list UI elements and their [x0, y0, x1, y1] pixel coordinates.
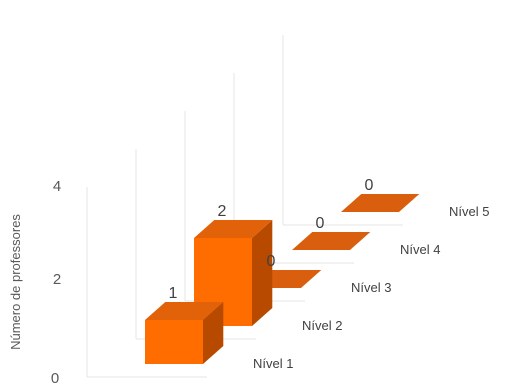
category-label-1: Nível 1	[253, 356, 293, 371]
data-label-5: 0	[365, 177, 374, 194]
bar-side	[203, 302, 224, 364]
chart-labels: 0 2 4 Número de professores 0 Nível 5 0 Nív…	[8, 177, 489, 385]
bar-top	[145, 302, 224, 320]
bar-flat	[292, 232, 371, 250]
bar-front	[145, 320, 203, 364]
bar-flat	[341, 194, 420, 212]
y-axis-label: Número de professores	[8, 214, 23, 350]
category-label-3: Nível 3	[351, 280, 391, 295]
y-tick-2: 2	[53, 271, 61, 288]
data-label-4: 0	[316, 215, 325, 232]
bar-1	[145, 302, 224, 364]
bar-4	[292, 232, 371, 250]
category-label-4: Nível 4	[400, 242, 440, 257]
y-tick-4: 4	[53, 178, 61, 195]
bar-5	[341, 194, 420, 212]
chart-marks	[145, 194, 420, 364]
data-label-2: 2	[218, 203, 227, 220]
y-tick-0: 0	[51, 370, 59, 385]
bar-top	[194, 220, 273, 238]
category-label-5: Nível 5	[449, 204, 489, 219]
data-label-3: 0	[267, 253, 276, 270]
category-label-2: Nível 2	[302, 318, 342, 333]
data-label-1: 1	[169, 285, 178, 302]
bar-side	[252, 220, 273, 326]
